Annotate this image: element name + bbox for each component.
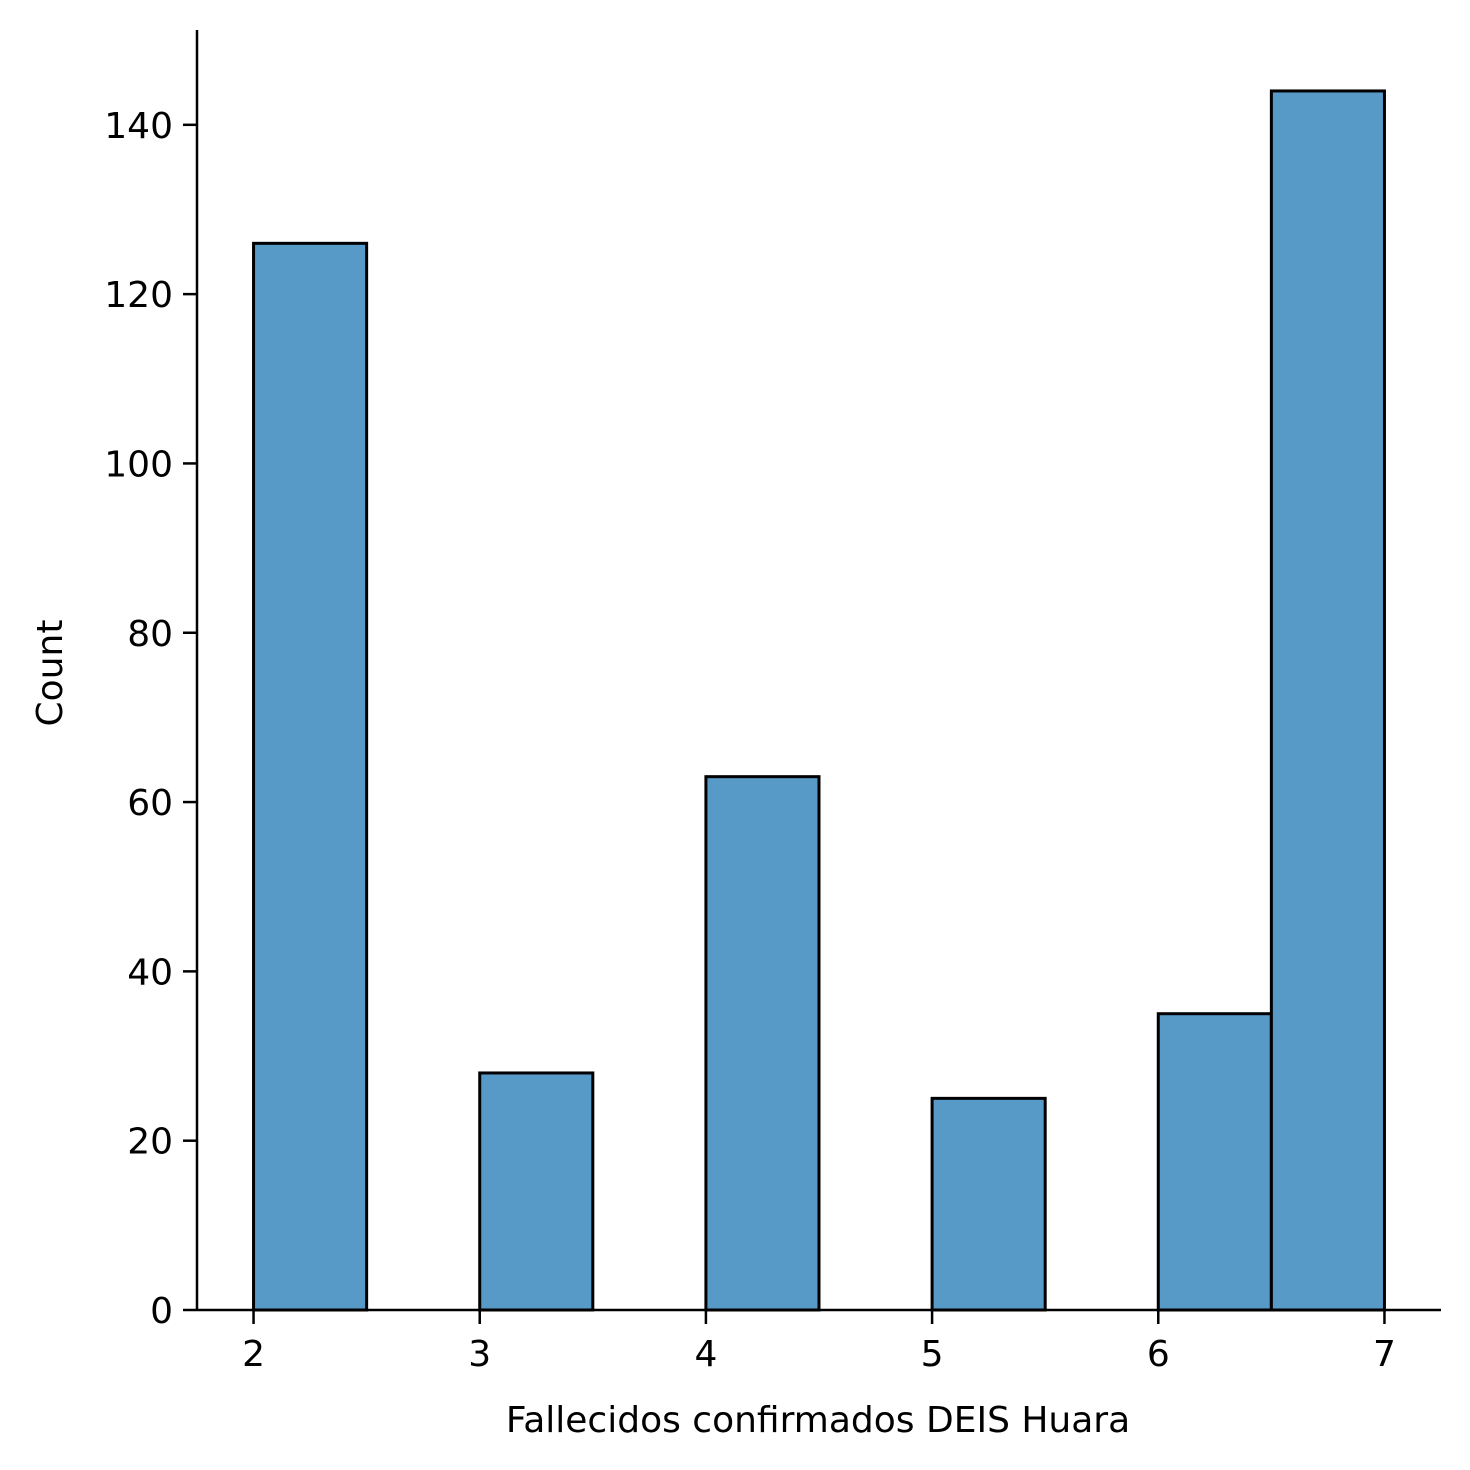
y-tick-label: 0 [150,1291,173,1332]
y-ticks-group: 0 20 40 60 80 100 120 140 [104,106,197,1332]
histogram-bar [252,241,369,1312]
y-tick-label: 140 [104,106,173,147]
y-axis-title: Count [30,620,71,727]
x-tick-label: 4 [694,1334,717,1375]
x-tick-label: 6 [1147,1334,1170,1375]
x-ticks-group: 2 3 4 5 6 7 [242,1310,1396,1375]
y-tick-label: 40 [127,952,173,993]
y-tick-label: 100 [104,444,173,485]
histogram-bar [704,775,821,1312]
y-tick-label: 20 [127,1122,173,1163]
x-tick-label: 2 [242,1334,265,1375]
x-tick-label: 3 [468,1334,491,1375]
y-tick-label: 80 [127,614,173,655]
x-axis-title: Fallecidos confirmados DEIS Huara [506,1400,1130,1441]
histogram-bar [1156,1012,1273,1312]
histogram-bar [478,1071,595,1312]
x-tick-label: 7 [1373,1334,1396,1375]
histogram-bar [1269,89,1386,1312]
x-tick-label: 5 [921,1334,944,1375]
bars-group [252,89,1386,1312]
y-tick-label: 120 [104,275,173,316]
y-tick-label: 60 [127,783,173,824]
histogram-bar [930,1096,1047,1312]
